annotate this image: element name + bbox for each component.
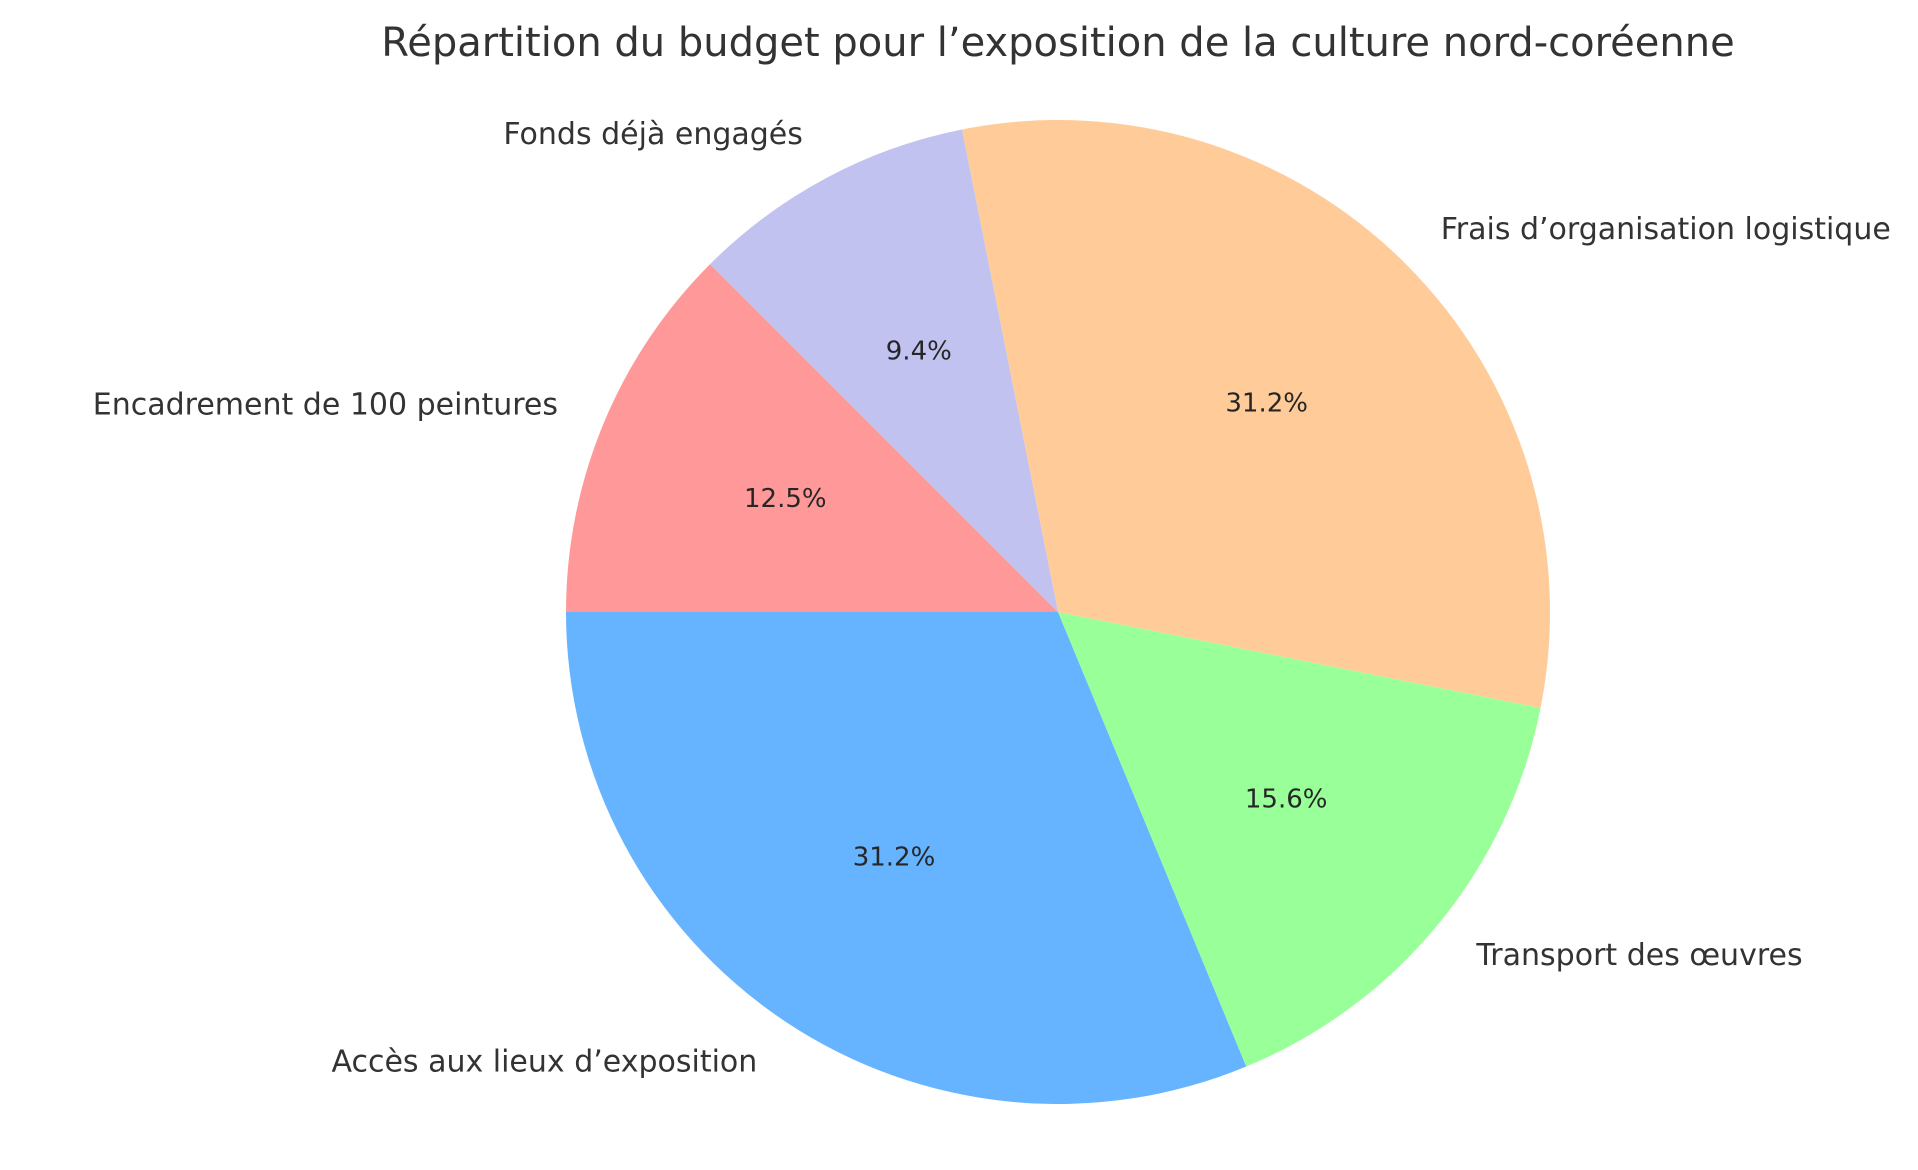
slice-label: Accès aux lieux d’exposition — [331, 1045, 757, 1080]
slice-percentage-label: 31.2% — [853, 842, 936, 872]
slice-percentage-label: 9.4% — [886, 337, 952, 367]
slice-label: Transport des œuvres — [1475, 938, 1802, 973]
slice-percentage-label: 31.2% — [1225, 388, 1308, 418]
pie-slice — [962, 119, 1551, 708]
pie-slice — [710, 129, 1058, 612]
chart-title: Répartition du budget pour l’exposition … — [381, 20, 1734, 66]
slice-percentage-label: 15.6% — [1245, 784, 1328, 814]
slice-percentage-label: 12.5% — [744, 484, 827, 514]
pie-slices — [566, 119, 1551, 1105]
pie-slice — [566, 612, 1247, 1105]
slice-label: Encadrement de 100 peintures — [93, 387, 558, 422]
pie-slice — [1058, 612, 1541, 1067]
slice-label: Fonds déjà engagés — [503, 117, 803, 152]
pie-slice — [566, 264, 1058, 612]
pie-labels: Encadrement de 100 peintures 12.5% Accès a… — [93, 117, 1891, 1079]
slice-label: Frais d’organisation logistique — [1441, 212, 1891, 247]
